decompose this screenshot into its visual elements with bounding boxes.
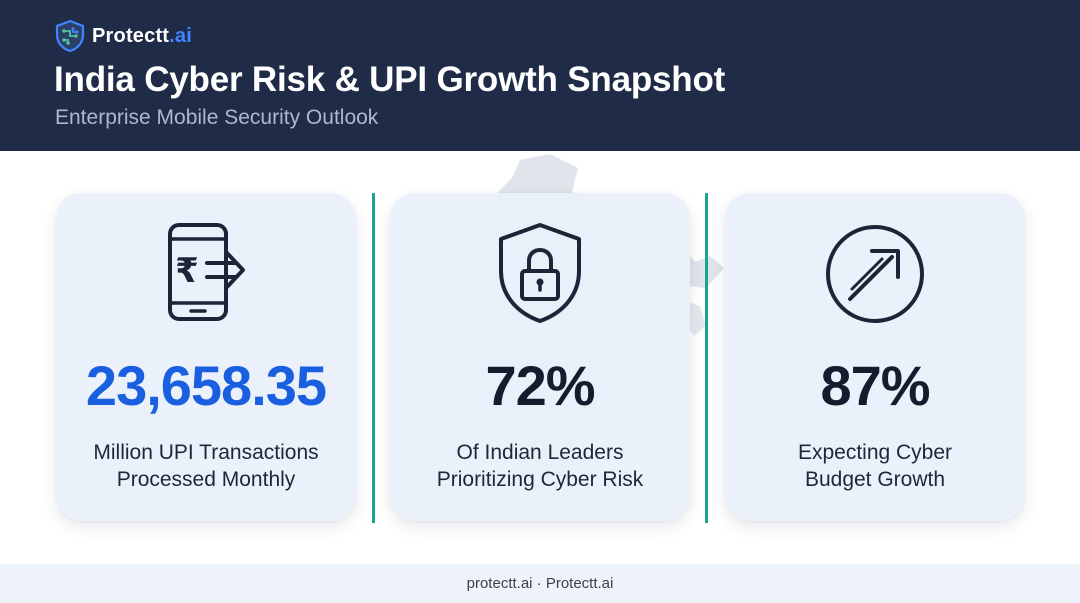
brand-name: Protectt.ai bbox=[92, 25, 192, 48]
brand-name-tld: .ai bbox=[169, 24, 193, 47]
stat-label-line: Million UPI Transactions bbox=[93, 441, 319, 464]
stat-value: 23,658.35 bbox=[85, 354, 327, 417]
brand-name-main: Protectt bbox=[92, 24, 170, 47]
page-subtitle: Enterprise Mobile Security Outlook bbox=[55, 106, 379, 129]
stat-value: 72% bbox=[485, 354, 595, 417]
footer: protectt.ai · Protectt.ai bbox=[0, 564, 1080, 603]
stat-value: 87% bbox=[820, 354, 930, 417]
stat-label: Million UPI Transactions Processed Month… bbox=[56, 439, 356, 493]
divider-right bbox=[705, 193, 708, 523]
stat-label-line: Processed Monthly bbox=[116, 468, 296, 491]
shield-circuit-logo-icon bbox=[55, 19, 85, 53]
mobile-rupee-transfer-icon: ₹ bbox=[168, 223, 245, 321]
stat-card-budget-growth: 87% Expecting Cyber Budget Growth bbox=[725, 193, 1025, 521]
svg-text:₹: ₹ bbox=[175, 251, 199, 291]
page-title: India Cyber Risk & UPI Growth Snapshot bbox=[54, 60, 726, 99]
stat-label-line: Of Indian Leaders bbox=[456, 441, 624, 464]
stat-card-cyber-risk-priority: 72% Of Indian Leaders Prioritizing Cyber… bbox=[390, 193, 690, 521]
stat-label-line: Expecting Cyber bbox=[797, 441, 953, 464]
stat-label-line: Budget Growth bbox=[804, 468, 946, 491]
stat-label: Of Indian Leaders Prioritizing Cyber Ris… bbox=[390, 439, 690, 493]
stat-card-upi-transactions: ₹ 23,658.35 Million UPI Transactions Pro… bbox=[56, 193, 356, 521]
brand: Protectt.ai bbox=[54, 19, 192, 53]
footer-text: protectt.ai · Protectt.ai bbox=[466, 575, 614, 592]
growth-arrow-circle-icon bbox=[826, 225, 924, 323]
stat-label: Expecting Cyber Budget Growth bbox=[725, 439, 1025, 493]
shield-lock-icon bbox=[499, 223, 581, 323]
divider-left bbox=[372, 193, 375, 523]
header-banner: Protectt.ai India Cyber Risk & UPI Growt… bbox=[0, 0, 1080, 151]
stat-label-line: Prioritizing Cyber Risk bbox=[436, 468, 644, 491]
